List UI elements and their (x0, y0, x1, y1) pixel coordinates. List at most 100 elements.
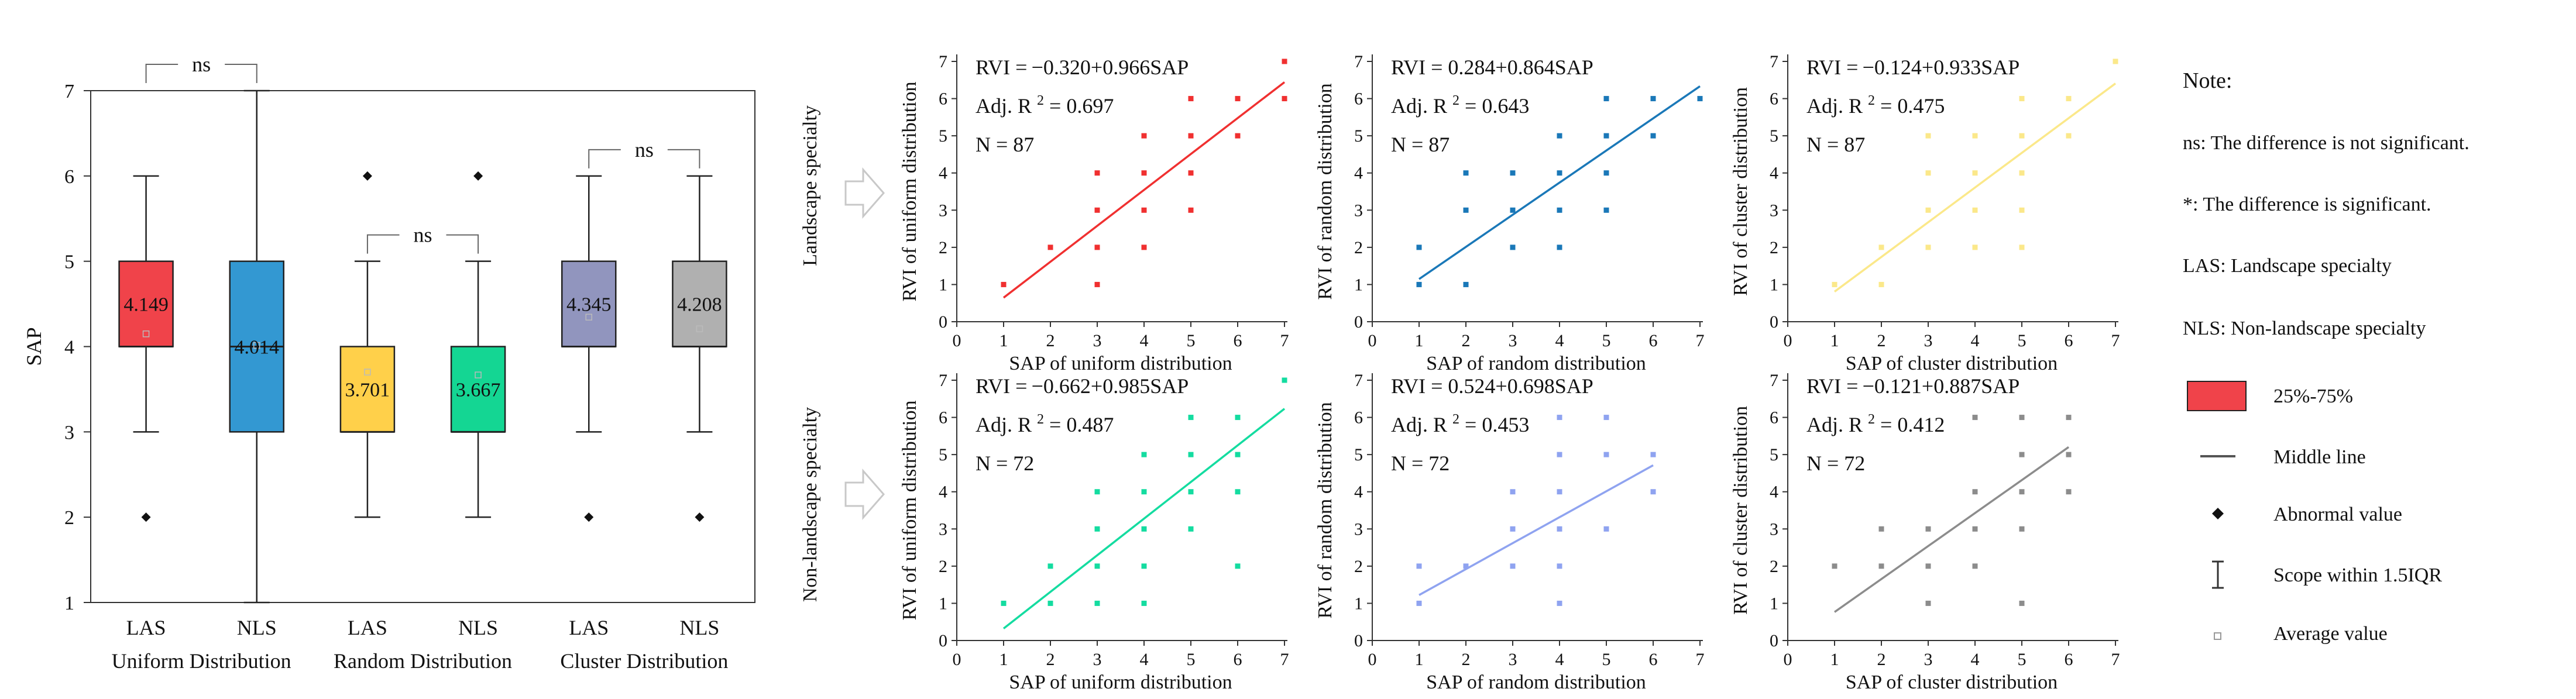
data-point (1925, 170, 1931, 176)
mean-label: 4.149 (123, 294, 169, 316)
mean-label: 4.014 (235, 337, 280, 359)
y-tick-label: 7 (939, 52, 947, 71)
equation-label: RVI = −0.124+0.933SAP (1806, 56, 2019, 79)
x-tick-label: 4 (1555, 650, 1564, 669)
x-tick-label: 5 (2018, 331, 2027, 350)
y-tick-label: 5 (1354, 126, 1363, 146)
r-squared-label: Adj. R 2 = 0.412 (1806, 412, 1945, 436)
x-tick-label: 2 (1462, 650, 1471, 669)
data-point (2019, 526, 2025, 532)
legend-ns-note: ns: The difference is not significant. (2183, 132, 2469, 154)
mean-marker (142, 330, 150, 338)
significance-bracket (145, 64, 257, 83)
x-tick-label: 4 (1140, 650, 1149, 669)
y-tick-label: 4 (1770, 164, 1778, 183)
outlier-marker (141, 512, 151, 522)
data-point (2113, 58, 2118, 64)
x-tick-label: 0 (1784, 331, 1792, 350)
x-tick-label: 6 (1649, 650, 1658, 669)
data-point (1650, 96, 1656, 102)
data-point (1557, 415, 1562, 421)
data-point (1603, 133, 1609, 139)
x-tick-label: 5 (1187, 331, 1196, 350)
data-point (1235, 133, 1241, 139)
y-axis-label: RVI of random distribution (1314, 402, 1336, 618)
data-point (1603, 170, 1609, 176)
significance-label: ns (413, 223, 432, 247)
x-tick-label: 6 (2065, 331, 2073, 350)
x-tick-label: 3 (1924, 331, 1933, 350)
y-tick-label: 4 (64, 337, 74, 359)
y-tick-label: 1 (939, 594, 947, 613)
r-squared-label: Adj. R 2 = 0.453 (1391, 412, 1529, 436)
legend-scope-icon (2212, 560, 2224, 589)
data-point (1510, 526, 1516, 532)
y-tick-label: 2 (1354, 557, 1363, 576)
y-axis-label: RVI of random distribution (1314, 83, 1336, 299)
data-point (1235, 489, 1241, 495)
y-tick-label: 0 (1770, 312, 1778, 332)
data-point (1047, 245, 1053, 250)
y-tick-label: 4 (939, 164, 947, 183)
data-point (1557, 207, 1562, 213)
equation-label: RVI = 0.284+0.864SAP (1391, 56, 1593, 79)
x-tick-label: 4 (1555, 331, 1564, 350)
mean-marker (364, 369, 371, 376)
legend-nls-note: NLS: Non-landscape specialty (2183, 318, 2426, 339)
y-axis-label: RVI of uniform distribution (899, 82, 921, 302)
legend-abnormal-value-label: Abnormal value (2273, 504, 2402, 525)
data-point (1141, 600, 1147, 606)
data-point (1282, 377, 1287, 383)
data-point (2019, 207, 2025, 213)
x-tick-label: 2 (1877, 331, 1886, 350)
x-tick-label: 3 (1093, 650, 1102, 669)
equation-label: RVI = −0.662+0.985SAP (976, 374, 1189, 398)
data-point (1094, 526, 1100, 532)
data-point (1972, 207, 1978, 213)
y-tick-label: 3 (939, 201, 947, 220)
x-tick-label: 7 (1280, 331, 1289, 350)
sample-size-label: N = 72 (976, 452, 1034, 475)
data-point (1094, 489, 1100, 495)
data-point (2019, 600, 2025, 606)
data-point (1832, 563, 1837, 569)
sample-size-label: N = 87 (1806, 133, 1865, 156)
y-tick-label: 5 (1354, 445, 1363, 464)
row-label: Landscape specialty (799, 105, 821, 266)
y-tick-label: 5 (939, 126, 947, 146)
data-point (1510, 563, 1516, 569)
data-point (1557, 526, 1562, 532)
row-arrow-icon (844, 469, 885, 520)
x-tick-label: 2 (1462, 331, 1471, 350)
y-tick-label: 5 (1770, 126, 1778, 146)
data-point (1878, 526, 1884, 532)
data-point (1603, 526, 1609, 532)
x-tick-label: 0 (953, 331, 961, 350)
data-point (1972, 563, 1978, 569)
y-tick-label: 1 (1770, 275, 1778, 294)
data-point (1925, 207, 1931, 213)
data-point (1094, 170, 1100, 176)
data-point (1188, 207, 1194, 213)
significance-bracket (588, 149, 700, 168)
y-tick-label: 3 (1770, 519, 1778, 539)
mean-marker (585, 314, 592, 321)
data-point (2019, 170, 2025, 176)
significance-bracket (366, 234, 479, 254)
y-axis-label: RVI of cluster distribution (1730, 87, 1751, 296)
y-tick-label: 0 (939, 312, 947, 332)
legend-box-swatch (2187, 381, 2247, 411)
regression-line (1418, 464, 1654, 596)
x-tick-label: 3 (1924, 650, 1933, 669)
y-tick-label: 5 (1770, 445, 1778, 464)
regression-line (1418, 85, 1701, 280)
data-point (1416, 245, 1422, 250)
y-tick-label: 7 (1770, 52, 1778, 71)
data-point (1141, 452, 1147, 457)
sample-size-label: N = 87 (1391, 133, 1450, 156)
data-point (1972, 415, 1978, 421)
data-point (1463, 281, 1469, 287)
y-tick-label: 3 (1354, 519, 1363, 539)
regression-line (1833, 446, 2070, 613)
y-tick-label: 3 (1770, 201, 1778, 220)
